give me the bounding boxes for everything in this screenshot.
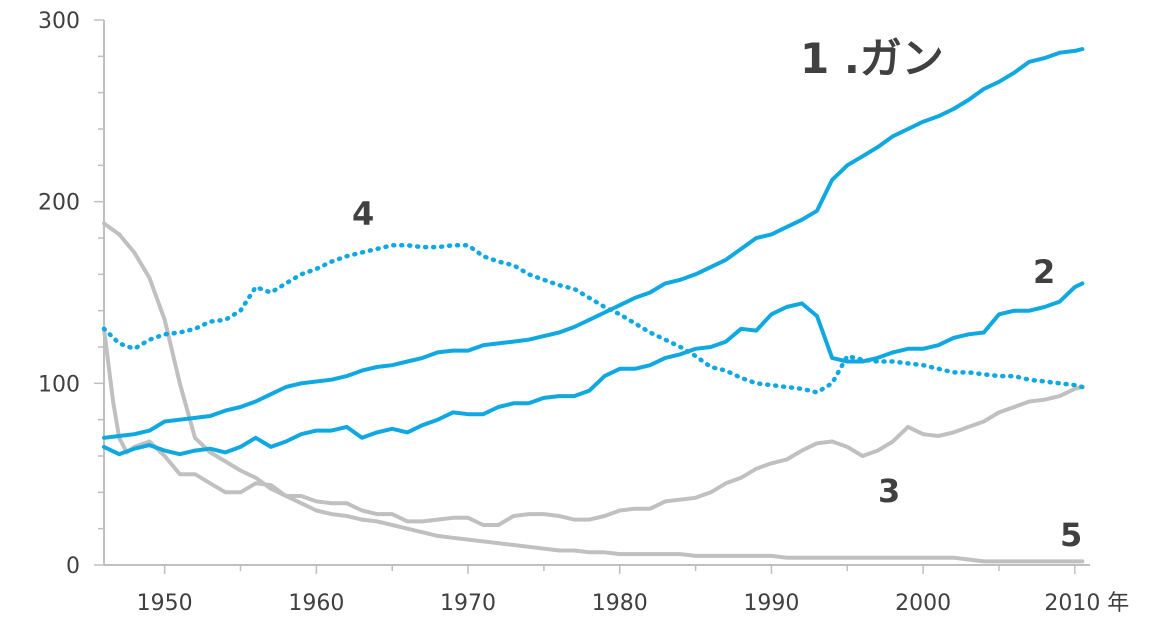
x-tick-label: 1970 xyxy=(440,591,496,616)
axes: 0 100 200 300 1950 1960 1970 1980 1990 2000 2010 年 xyxy=(38,9,1129,616)
x-tick-label: 2000 xyxy=(895,591,951,616)
x-tick-label: 1990 xyxy=(743,591,799,616)
x-tick-label: 2010 年 xyxy=(1044,591,1129,616)
series-label-2: 2 xyxy=(1033,253,1055,291)
series-label-3: 3 xyxy=(878,472,900,510)
series-label-1: 1 .ガン xyxy=(800,34,944,83)
y-tick-label: 100 xyxy=(38,372,80,397)
y-tick-label: 300 xyxy=(38,9,80,34)
x-tick-label: 1980 xyxy=(592,591,648,616)
series-line-3 xyxy=(102,326,1085,527)
series-labels: 1 .ガン 2 3 4 5 xyxy=(352,34,1082,554)
x-tick-label: 1950 xyxy=(137,591,193,616)
series-line-4 xyxy=(101,243,1085,395)
series-line-1 xyxy=(102,47,1085,440)
series-label-5: 5 xyxy=(1060,516,1082,554)
series-layer xyxy=(101,47,1085,564)
series-label-4: 4 xyxy=(352,195,374,233)
series-line-5 xyxy=(102,221,1085,564)
y-tick-label: 0 xyxy=(66,554,80,579)
y-tick-label: 200 xyxy=(38,191,80,216)
x-tick-label: 1960 xyxy=(288,591,344,616)
series-line-2 xyxy=(102,281,1085,457)
